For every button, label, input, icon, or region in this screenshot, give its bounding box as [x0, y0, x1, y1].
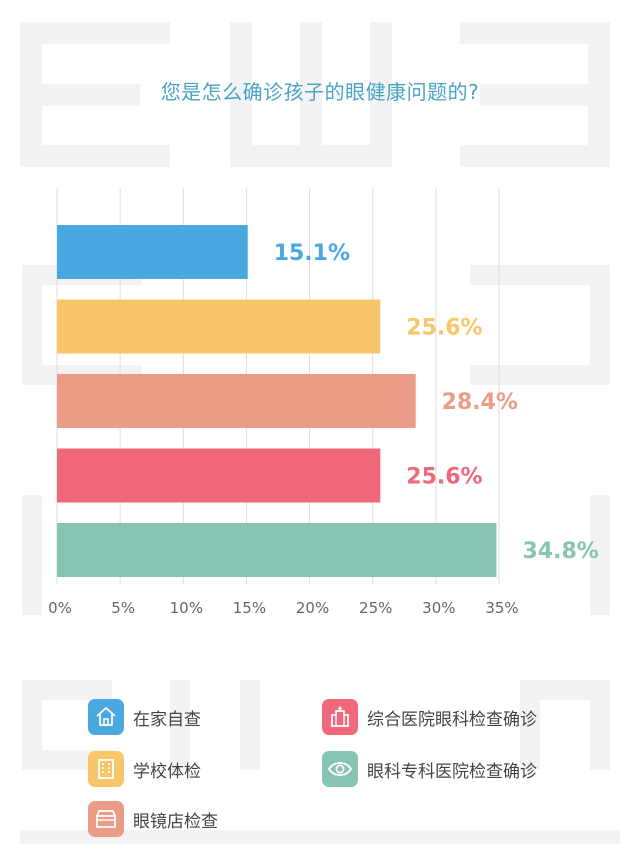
data-label: 28.4%	[442, 390, 518, 415]
hospital-icon	[322, 699, 358, 735]
bar	[57, 374, 416, 428]
data-label: 15.1%	[274, 241, 350, 266]
x-tick-label: 30%	[422, 599, 455, 617]
building-icon	[88, 751, 124, 787]
legend-item-optical-shop: 眼镜店检查	[88, 800, 218, 838]
data-label: 25.6%	[406, 465, 482, 490]
bar-chart: 0% 5% 10% 15% 20% 25% 30% 35% 15.1% 25.6% 28.4% 25.…	[48, 188, 599, 617]
legend-item-home: 在家自查	[88, 698, 201, 736]
legend-label: 眼镜店检查	[133, 811, 218, 832]
bar	[57, 299, 381, 354]
legend-label: 综合医院眼科检查确诊	[367, 709, 537, 730]
legend-item-general-hospital: 综合医院眼科检查确诊	[322, 698, 537, 736]
legend-item-eye-hospital: 眼科专科医院检查确诊	[322, 750, 537, 788]
shop-icon	[88, 801, 124, 837]
legend-label: 眼科专科医院检查确诊	[367, 761, 537, 782]
x-tick-label: 20%	[296, 599, 329, 617]
eye-icon	[322, 751, 358, 787]
x-tick-label: 15%	[233, 599, 266, 617]
legend-item-school: 学校体检	[88, 750, 201, 788]
chart-title: 您是怎么确诊孩子的眼健康问题的?	[160, 80, 480, 104]
x-tick-label: 5%	[111, 599, 135, 617]
legend-label: 在家自查	[133, 709, 201, 730]
x-tick-label: 0%	[48, 599, 72, 617]
data-label: 34.8%	[522, 539, 598, 564]
x-tick-label: 10%	[170, 599, 203, 617]
legend-label: 学校体检	[133, 761, 201, 782]
data-label: 25.6%	[406, 316, 482, 341]
x-tick-label: 35%	[485, 599, 518, 617]
bar	[57, 523, 497, 577]
bar	[57, 225, 248, 279]
bar	[57, 448, 381, 503]
house-icon	[88, 699, 124, 735]
x-tick-label: 25%	[359, 599, 392, 617]
